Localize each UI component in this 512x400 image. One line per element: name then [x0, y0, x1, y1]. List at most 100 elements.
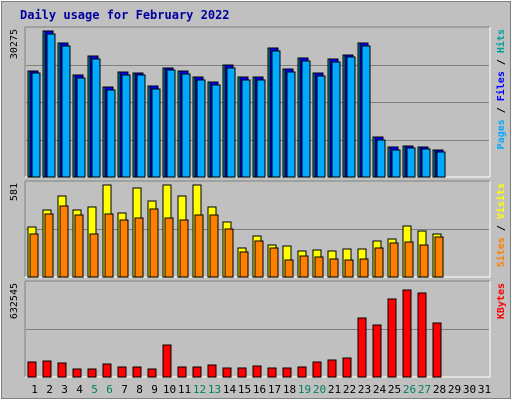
x-tick-label: 9	[151, 383, 158, 396]
bar-sites-day-25	[389, 242, 399, 278]
x-tick-label: 12	[193, 383, 206, 396]
bar-kbytes-day-18	[282, 367, 292, 378]
bar-sites-day-27	[419, 244, 429, 278]
bar-sites-day-19	[299, 255, 309, 278]
x-tick-label: 24	[373, 383, 387, 396]
bar-kbytes-day-28	[432, 322, 442, 378]
bar-pages-day-13	[211, 84, 221, 178]
bar-pages-day-28	[436, 151, 446, 178]
bar-sites-day-24	[374, 247, 384, 278]
x-tick-label: 16	[253, 383, 266, 396]
y-max-label: 30275	[9, 29, 20, 59]
x-tick-label: 17	[268, 383, 281, 396]
x-tick-label: 28	[433, 383, 446, 396]
bar-pages-day-12	[196, 79, 206, 178]
x-tick-label: 25	[388, 383, 401, 396]
bar-sites-day-13	[209, 214, 219, 278]
bar-kbytes-day-10	[162, 344, 172, 378]
legend-entry: /	[496, 101, 507, 119]
x-axis: 1 2 3 4 5 6 7 8 9 10 11 12 13 14 15 16 17 18 19 20 21 22 23 24 2…	[31, 383, 491, 396]
bar-sites-day-3	[59, 205, 69, 278]
legend-entry: KBytes	[496, 283, 507, 319]
bar-kbytes-day-27	[417, 292, 427, 378]
bar-pages-day-10	[166, 69, 176, 178]
bar-sites-day-7	[119, 219, 129, 278]
bar-sites-day-10	[164, 217, 174, 278]
x-tick-label: 22	[343, 383, 356, 396]
bar-sites-day-4	[74, 214, 84, 278]
bar-kbytes-day-11	[177, 366, 187, 378]
bar-kbytes-day-19	[297, 366, 307, 378]
bar-kbytes-day-12	[192, 366, 202, 378]
bar-kbytes-day-26	[402, 289, 412, 378]
bar-kbytes-day-3	[57, 362, 67, 378]
x-tick-label: 3	[61, 383, 68, 396]
bar-pages-day-24	[376, 139, 386, 178]
x-tick-label: 23	[358, 383, 371, 396]
bar-kbytes-day-2	[42, 360, 52, 378]
bar-pages-day-2	[46, 33, 56, 178]
bar-sites-day-18	[284, 259, 294, 278]
panel-legend: Sites / Visits	[495, 183, 507, 267]
panel-legend: Pages / Files / Hits	[495, 29, 507, 149]
bar-sites-day-8	[134, 217, 144, 278]
bar-kbytes-day-1	[27, 361, 37, 378]
bar-sites-day-14	[224, 228, 234, 278]
x-tick-label: 19	[298, 383, 311, 396]
bar-sites-day-16	[254, 240, 264, 278]
bar-pages-day-23	[361, 45, 371, 178]
x-tick-label: 26	[403, 383, 416, 396]
panel-legend: KBytes	[496, 283, 507, 319]
legend-entry: Visits	[495, 183, 507, 219]
bar-pages-day-19	[301, 60, 311, 178]
bar-kbytes-day-9	[147, 368, 157, 378]
bar-kbytes-day-16	[252, 365, 262, 378]
x-tick-label: 1	[31, 383, 38, 396]
y-max-label: 632545	[9, 283, 20, 319]
bar-kbytes-day-17	[267, 367, 277, 378]
x-tick-label: 6	[106, 383, 113, 396]
legend-entry: Hits	[495, 29, 507, 53]
bar-sites-day-21	[329, 258, 339, 278]
bar-sites-day-26	[404, 241, 414, 278]
x-tick-label: 27	[418, 383, 431, 396]
x-tick-label: 29	[448, 383, 461, 396]
bar-kbytes-day-5	[87, 368, 97, 378]
x-tick-label: 20	[313, 383, 326, 396]
bar-pages-day-15	[241, 79, 251, 178]
bar-pages-day-7	[121, 74, 131, 178]
bar-kbytes-day-21	[327, 359, 337, 378]
bar-kbytes-day-20	[312, 361, 322, 378]
bar-sites-day-1	[29, 233, 39, 278]
x-tick-label: 5	[91, 383, 98, 396]
bar-sites-day-15	[239, 251, 249, 278]
bar-pages-day-26	[406, 147, 416, 178]
bar-sites-day-12	[194, 214, 204, 278]
bar-pages-day-18	[286, 71, 296, 178]
bar-pages-day-8	[136, 74, 146, 178]
panels: 30275 Pages / Files / Hits 581 Sites / Visi…	[9, 26, 507, 378]
chart-title: Daily usage for February 2022	[20, 8, 230, 22]
bar-kbytes-day-13	[207, 364, 217, 378]
bar-pages-day-4	[76, 77, 86, 178]
bar-sites-day-6	[104, 213, 114, 278]
bar-sites-day-2	[44, 213, 54, 278]
bar-sites-day-23	[359, 258, 369, 278]
bar-kbytes-day-23	[357, 317, 367, 378]
x-tick-label: 30	[463, 383, 476, 396]
bar-kbytes-day-6	[102, 363, 112, 378]
x-tick-label: 7	[121, 383, 128, 396]
legend-entry: /	[496, 53, 507, 71]
bar-pages-day-14	[226, 67, 236, 178]
bar-pages-day-11	[181, 73, 191, 178]
bar-pages-day-21	[331, 61, 341, 178]
bar-sites-day-17	[269, 247, 279, 278]
hits-panel: 30275 Pages / Files / Hits	[9, 26, 507, 178]
x-tick-label: 4	[76, 383, 83, 396]
x-tick-label: 11	[178, 383, 191, 396]
bar-kbytes-day-25	[387, 298, 397, 378]
bar-sites-day-9	[149, 208, 159, 278]
x-tick-label: 21	[328, 383, 341, 396]
